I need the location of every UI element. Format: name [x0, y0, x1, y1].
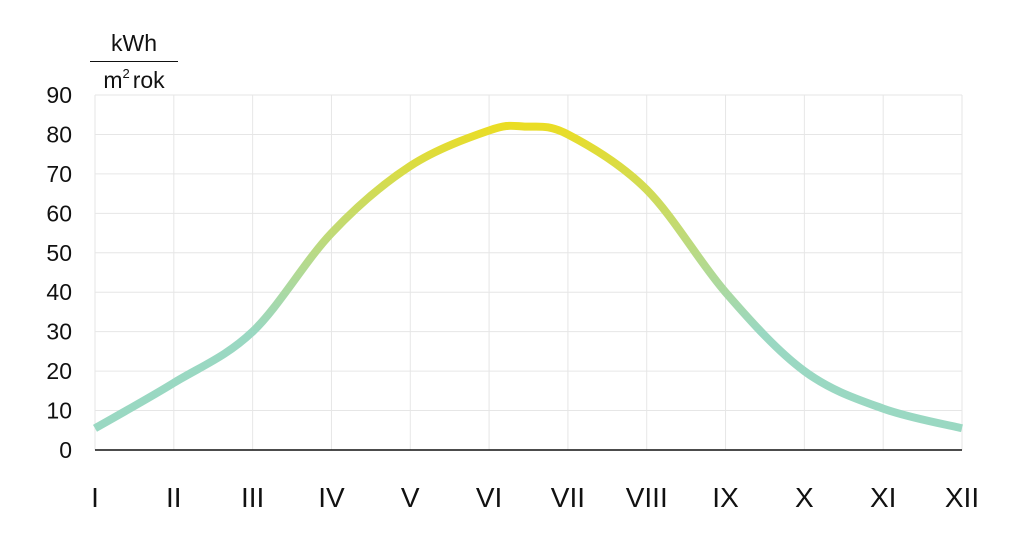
x-tick-label: II — [166, 482, 182, 513]
x-tick-label: I — [91, 482, 99, 513]
x-tick-label: IV — [318, 482, 345, 513]
y-unit-denominator-rest: rok — [132, 67, 165, 93]
x-tick-label: VII — [551, 482, 585, 513]
x-tick-label: XI — [870, 482, 896, 513]
x-tick-label: XII — [945, 482, 979, 513]
y-tick-label: 50 — [46, 240, 72, 266]
y-unit-denominator-base: m — [103, 67, 123, 93]
x-tick-label: IX — [712, 482, 739, 513]
x-tick-label: V — [401, 482, 420, 513]
y-unit-denominator: m2 rok — [88, 62, 180, 94]
y-tick-label: 80 — [46, 121, 72, 147]
x-tick-label: VIII — [626, 482, 668, 513]
y-tick-label: 10 — [46, 398, 72, 424]
y-tick-label: 90 — [46, 82, 72, 108]
y-tick-label: 20 — [46, 358, 72, 384]
x-tick-label: III — [241, 482, 264, 513]
y-unit-fraction-bar — [90, 61, 178, 62]
y-axis-unit-label: kWh m2 rok — [88, 30, 180, 94]
x-tick-labels: I II III IV V VI VII VIII IX X XI XII — [91, 482, 979, 513]
y-tick-label: 30 — [46, 319, 72, 345]
x-tick-label: X — [795, 482, 814, 513]
y-tick-labels: 0 10 20 30 40 50 60 70 80 90 — [46, 82, 72, 463]
y-tick-label: 60 — [46, 200, 72, 226]
grid — [94, 94, 963, 450]
y-tick-label: 70 — [46, 161, 72, 187]
y-tick-label: 0 — [59, 437, 72, 463]
series-line — [92, 121, 963, 433]
x-tick-label: VI — [476, 482, 502, 513]
y-unit-numerator: kWh — [111, 30, 157, 56]
y-unit-denominator-exponent: 2 — [122, 66, 130, 81]
y-tick-label: 40 — [46, 279, 72, 305]
series-group — [92, 121, 963, 433]
